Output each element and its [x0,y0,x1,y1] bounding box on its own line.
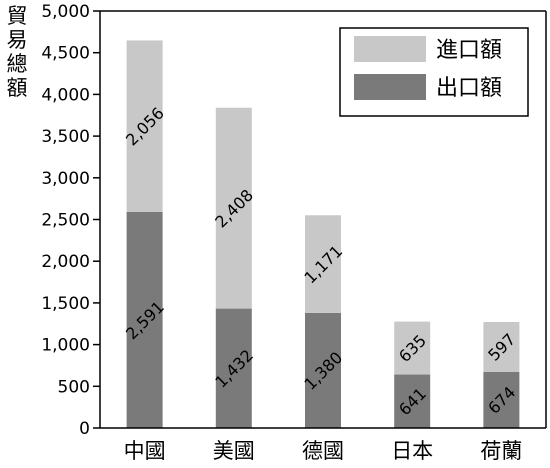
y-tick-label: 2,500 [41,211,90,231]
y-tick-label: 1,000 [41,336,90,356]
y-axis-title-char: 貿 [6,4,28,28]
y-tick-label: 0 [79,419,90,439]
bar-import [394,321,431,375]
bar-import [215,107,252,309]
x-tick-label: 美國 [213,439,255,463]
y-axis-title-char: 總 [6,52,28,76]
legend-swatch [354,36,426,62]
y-tick-label: 5,000 [41,2,90,22]
bar-export [394,374,431,428]
y-tick-label: 4,000 [41,85,90,105]
bar-import [126,40,163,212]
y-tick-label: 3,000 [41,169,90,189]
bar-import [483,321,520,372]
y-axis-title-char: 額 [6,76,28,100]
x-tick-label: 日本 [391,439,433,463]
y-axis-title: 貿 易 總 額 [2,4,32,100]
y-tick-label: 3,500 [41,127,90,147]
y-tick-label: 4,500 [41,44,90,64]
x-tick-label: 中國 [124,439,166,463]
legend-label: 進口額 [436,38,502,63]
bar-export [126,211,163,428]
y-axis-title-char: 易 [6,28,28,52]
x-tick-label: 德國 [302,439,344,463]
legend-swatch [354,74,426,100]
bar-import [305,215,341,313]
bar-export [483,371,520,428]
legend-label: 出口額 [436,76,502,101]
y-tick-label: 2,000 [41,252,90,272]
bar-export [305,312,341,428]
y-tick-label: 1,500 [41,294,90,314]
bar-export [215,308,252,428]
x-tick-label: 荷蘭 [480,439,522,463]
y-tick-label: 500 [58,377,90,397]
